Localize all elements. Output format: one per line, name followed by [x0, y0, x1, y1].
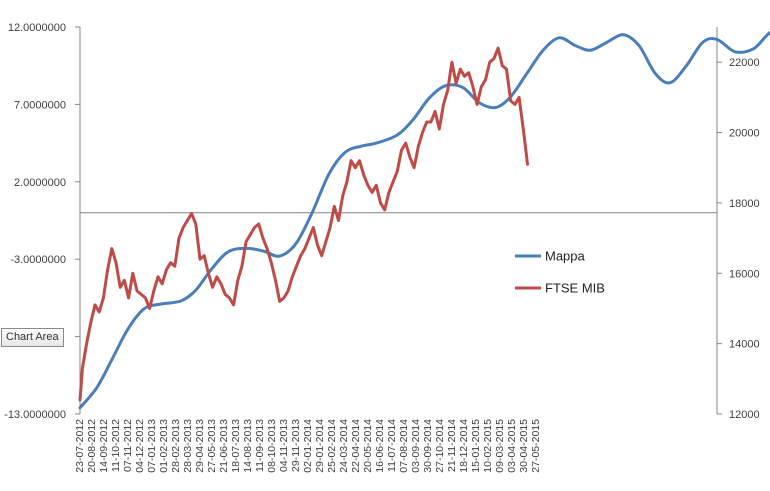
x-tick-label: 11-09-2013	[254, 419, 266, 472]
legend-entry-ftse-mib: FTSE MIB	[515, 281, 605, 296]
x-tick-label: 27-05-2013	[206, 419, 218, 473]
legend-label-mappa: Mappa	[545, 249, 586, 264]
right-tick-label: 14000	[729, 339, 760, 351]
chart-area-tooltip: Chart Area	[1, 328, 64, 347]
right-axis: 22000 20000 18000 16000 14000 12000	[717, 57, 760, 421]
legend-entry-mappa: Mappa	[515, 249, 586, 264]
x-tick-label: 29-11-2013	[290, 419, 302, 472]
x-tick-label: 25-02-2014	[326, 419, 338, 473]
x-tick-label: 14-09-2012	[98, 419, 110, 473]
x-tick-label: 27-10-2014	[434, 419, 446, 473]
x-tick-label: 20-08-2012	[86, 419, 98, 473]
x-tick-label: 29-01-2014	[314, 419, 326, 473]
legend-label-ftse-mib: FTSE MIB	[545, 281, 605, 296]
x-tick-label: 30-09-2014	[422, 419, 434, 473]
x-tick-label: 24-03-2014	[338, 419, 350, 473]
x-tick-label: 09-03-2015	[494, 419, 506, 473]
x-tick-label: 02-01-2014	[302, 419, 314, 473]
x-tick-label: 23-07-2012	[74, 419, 86, 473]
x-tick-label: 29-04-2013	[194, 419, 206, 473]
left-tick-label: 2.0000000	[14, 177, 66, 189]
x-tick-label: 11-07-2014	[386, 419, 398, 472]
x-tick-label: 10-02-2015	[482, 419, 494, 473]
x-tick-label: 27-05-2015	[530, 419, 542, 473]
x-tick-label: 15-01-2015	[470, 419, 482, 473]
left-tick-label: -13.0000000	[4, 409, 66, 421]
x-tick-label: 01-02-2013	[158, 419, 170, 473]
x-axis: 23-07-2012 20-08-2012 14-09-2012 11-10-2012…	[74, 419, 542, 473]
x-tick-label: 03-09-2014	[410, 419, 422, 473]
x-tick-label: 04-12-2012	[134, 419, 146, 473]
right-tick-label: 20000	[729, 128, 760, 140]
left-axis: 12.0000000 7.0000000 2.0000000 -3.0000000 -1…	[4, 22, 80, 421]
plot-area: 12.0000000 7.0000000 2.0000000 -3.0000000 -1…	[4, 22, 770, 473]
right-tick-label: 16000	[729, 268, 760, 280]
x-tick-label: 07-08-2014	[398, 419, 410, 473]
left-tick-label: 7.0000000	[14, 99, 66, 111]
series-line-ftse-mib	[78, 46, 529, 402]
x-tick-label: 04-11-2013	[278, 419, 290, 472]
x-tick-label: 21-06-2013	[218, 419, 230, 473]
x-tick-label: 07-01-2013	[146, 419, 158, 473]
x-tick-label: 08-10-2013	[266, 419, 278, 473]
x-tick-label: 30-04-2015	[518, 419, 530, 473]
right-tick-label: 18000	[729, 198, 760, 210]
right-tick-label: 22000	[729, 57, 760, 69]
right-tick-label: 12000	[729, 409, 760, 421]
x-tick-label: 20-05-2014	[362, 419, 374, 473]
x-tick-label: 28-03-2013	[182, 419, 194, 473]
x-tick-label: 22-04-2014	[350, 419, 362, 473]
x-tick-label: 03-04-2015	[506, 419, 518, 473]
x-tick-label: 18-12-2014	[458, 419, 470, 473]
x-tick-label: 28-02-2013	[170, 419, 182, 473]
x-tick-label: 21-11-2014	[446, 419, 458, 472]
left-tick-label: -3.0000000	[10, 254, 66, 266]
x-tick-label: 11-10-2012	[110, 419, 122, 472]
x-tick-label: 16-06-2014	[374, 419, 386, 473]
x-tick-label: 18-07-2013	[230, 419, 242, 473]
x-tick-label: 07-11-2012	[122, 419, 134, 472]
x-tick-label: 14-08-2013	[242, 419, 254, 473]
left-tick-label: 12.0000000	[8, 22, 66, 34]
series-layer	[78, 31, 770, 410]
series-line-mappa	[78, 31, 770, 410]
legend: Mappa FTSE MIB	[515, 249, 605, 296]
